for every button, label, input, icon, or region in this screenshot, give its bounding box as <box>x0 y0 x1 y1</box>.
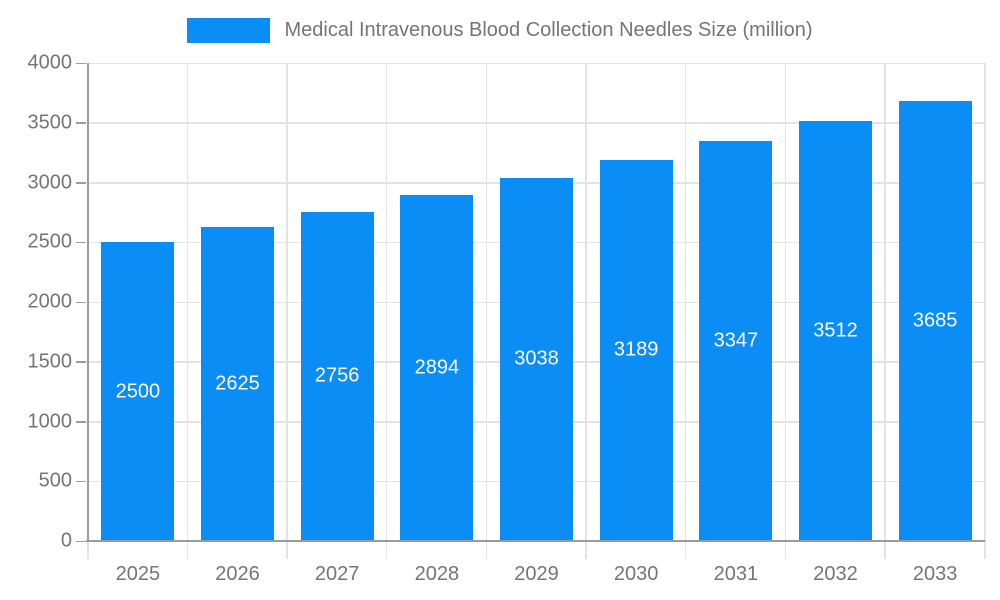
y-axis-line <box>87 63 89 541</box>
y-gridline <box>88 62 985 64</box>
y-tick <box>76 361 86 363</box>
bar: 3189 <box>599 159 673 541</box>
y-tick-label: 0 <box>60 529 72 552</box>
x-gridline <box>984 63 986 559</box>
plot-area: 0 500 1000 1500 2000 2500 3000 3500 4000 2500 2025… <box>28 52 986 585</box>
x-gridline <box>286 63 288 559</box>
y-tick <box>76 182 86 184</box>
y-tick <box>76 241 86 244</box>
x-gridline <box>385 63 388 559</box>
bar-value-label: 2625 <box>215 372 260 395</box>
bar: 2756 <box>300 211 374 541</box>
y-tick-label: 3500 <box>27 111 73 134</box>
x-tick-label: 2027 <box>314 563 360 585</box>
x-gridline <box>186 63 189 559</box>
x-tick-label: 2032 <box>813 563 858 585</box>
bar: 2500 <box>101 242 175 541</box>
x-gridline <box>684 63 687 559</box>
x-tick-label: 2033 <box>912 563 958 585</box>
y-tick <box>76 480 86 483</box>
bar-value-label: 2894 <box>414 356 460 379</box>
x-tick-label: 2030 <box>613 563 659 585</box>
y-tick <box>76 62 86 64</box>
y-tick <box>76 421 86 423</box>
bar-value-label: 3189 <box>613 338 659 361</box>
y-tick-label: 1000 <box>27 410 73 432</box>
bar-value-label: 3512 <box>813 319 858 342</box>
legend-label: Medical Intravenous Blood Collection Nee… <box>284 19 813 41</box>
legend: Medical Intravenous Blood Collection Nee… <box>0 18 1000 43</box>
x-tick-label: 2028 <box>414 563 460 585</box>
bar-value-label: 3685 <box>912 309 958 332</box>
bar: 3685 <box>898 100 972 541</box>
bar: 2625 <box>201 227 274 541</box>
bar-value-label: 2756 <box>314 364 360 387</box>
y-tick <box>76 301 86 303</box>
x-axis-line <box>86 540 985 542</box>
x-tick-label: 2025 <box>115 563 161 585</box>
y-tick <box>76 122 86 124</box>
y-tick-label: 3000 <box>27 171 73 193</box>
x-gridline <box>585 63 587 559</box>
y-tick-label: 2500 <box>27 230 73 253</box>
y-tick-label: 1500 <box>27 350 73 373</box>
y-gridline <box>88 122 985 124</box>
bar-value-label: 3347 <box>713 329 759 352</box>
y-tick-label: 2000 <box>27 290 73 313</box>
bar: 3347 <box>699 141 773 541</box>
x-tick-label: 2031 <box>713 563 759 585</box>
bar-value-label: 3038 <box>514 347 559 370</box>
x-gridline <box>884 63 886 559</box>
bar: 3038 <box>500 177 573 541</box>
y-tick <box>76 540 86 542</box>
bar: 3512 <box>799 121 872 541</box>
x-gridline <box>485 63 488 559</box>
x-tick-label: 2029 <box>514 563 559 585</box>
bar: 2894 <box>400 195 474 541</box>
x-tick-label: 2026 <box>215 563 260 585</box>
y-tick-label: 4000 <box>27 51 73 74</box>
bar-value-label: 2500 <box>115 380 161 403</box>
y-tick-label: 500 <box>38 469 72 492</box>
x-gridline <box>784 63 787 559</box>
legend-swatch <box>187 18 271 43</box>
